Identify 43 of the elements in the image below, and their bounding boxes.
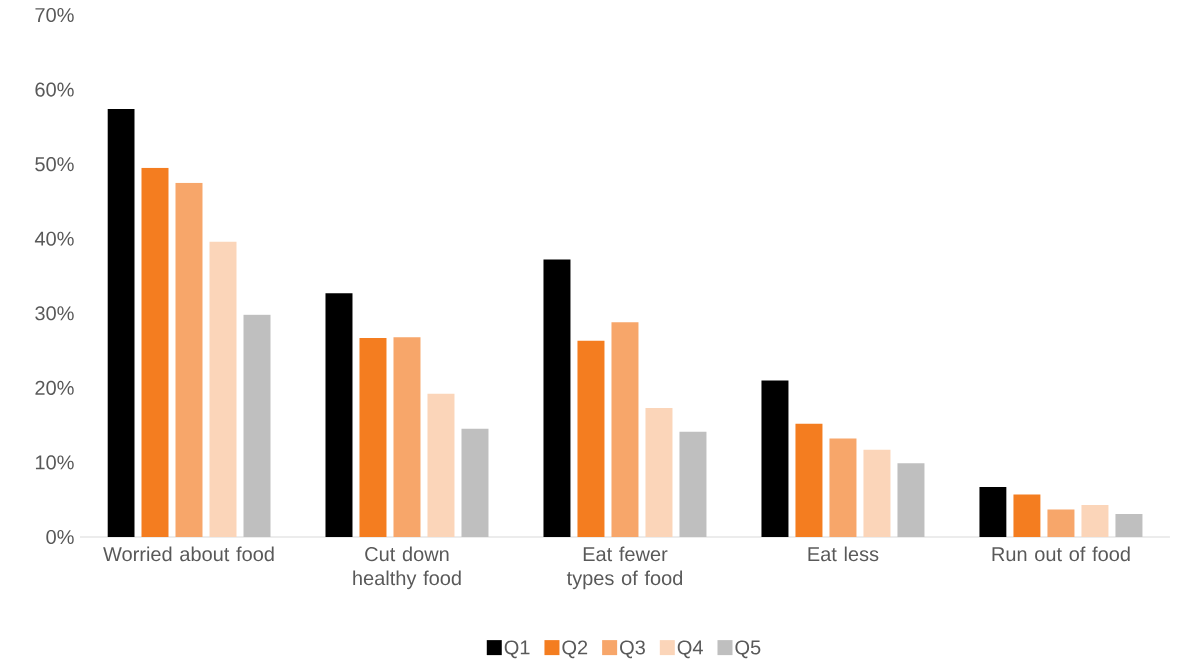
legend-label: Q2 (562, 640, 588, 659)
y-tick-label: 60% (35, 82, 74, 97)
bar (611, 322, 639, 537)
bar (461, 428, 489, 537)
y-tick-label: 40% (34, 231, 74, 246)
legend-label: Q5 (735, 640, 761, 659)
bar (1047, 509, 1075, 537)
bar (427, 393, 455, 537)
bar (795, 423, 823, 537)
bar (1013, 494, 1041, 537)
bar (175, 182, 203, 537)
bar (107, 108, 135, 537)
x-tick-label: Run out of food (992, 546, 1130, 562)
legend-label: Q3 (620, 640, 645, 659)
bar (863, 449, 891, 537)
bar (979, 487, 1007, 537)
bar (829, 438, 857, 537)
legend-label: Q4 (677, 640, 703, 659)
bar (1081, 504, 1109, 537)
legend-label: Q1 (504, 640, 530, 659)
bar (645, 407, 673, 537)
x-tick-label: Eat less (808, 546, 879, 562)
bar (325, 293, 353, 537)
bar (393, 337, 421, 537)
bar (209, 241, 237, 537)
x-tick-label: Cut down healthy food (353, 546, 461, 590)
y-tick-label: 70% (35, 7, 74, 23)
y-tick-label: 0% (46, 529, 74, 545)
bar (761, 380, 789, 537)
bar (1115, 513, 1143, 537)
bar (359, 337, 387, 537)
bar (577, 340, 605, 537)
y-tick-label: 20% (35, 380, 74, 395)
y-tick-label: 50% (35, 157, 74, 172)
x-tick-label: Eat fewer types of food (566, 546, 683, 590)
bar (543, 259, 571, 537)
y-tick-label: 10% (35, 455, 74, 470)
bar (243, 314, 271, 537)
x-tick-label: Worried about food (103, 546, 274, 562)
bar (897, 463, 925, 537)
bar (679, 431, 707, 537)
bar (141, 167, 169, 537)
y-tick-label: 30% (35, 306, 74, 321)
